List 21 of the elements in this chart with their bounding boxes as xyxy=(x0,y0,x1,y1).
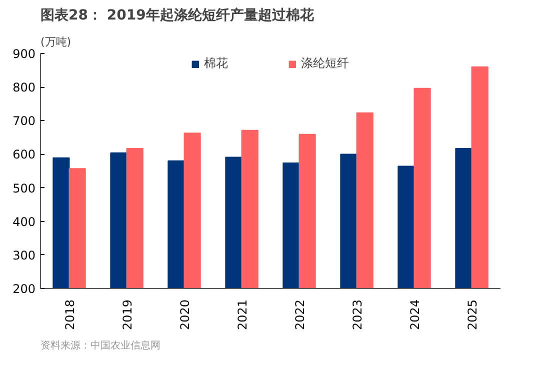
y-tick-label: 600 xyxy=(12,148,36,162)
y-axis-title: (万吨) xyxy=(40,36,72,48)
x-tick-label: 2023 xyxy=(350,299,364,330)
y-tick-label: 700 xyxy=(12,114,36,128)
y-tick-label: 800 xyxy=(12,80,36,95)
y-tick-label: 500 xyxy=(12,181,36,196)
legend-label: 棉花 xyxy=(204,55,228,72)
y-tick-label: 400 xyxy=(12,214,36,229)
x-tick-label: 2018 xyxy=(62,299,77,330)
y-tick-label: 200 xyxy=(12,282,36,296)
x-tick-label: 2021 xyxy=(235,299,250,330)
x-tick-label: 2019 xyxy=(120,299,134,330)
text: 资料来源：中国农业信息网 xyxy=(40,340,160,352)
x-tick-label: 2020 xyxy=(178,299,192,330)
y-tick-label: 300 xyxy=(12,248,36,262)
y-tick-label: 900 xyxy=(12,47,36,61)
x-tick-label: 2022 xyxy=(292,299,307,330)
x-tick-label: 2024 xyxy=(408,299,422,330)
legend-label: 涤纶短纤 xyxy=(301,55,349,72)
x-tick-label: 2025 xyxy=(465,299,480,330)
chart-title: 图表28： 2019年起涤纶短纤产量超过棉花 xyxy=(40,6,315,24)
